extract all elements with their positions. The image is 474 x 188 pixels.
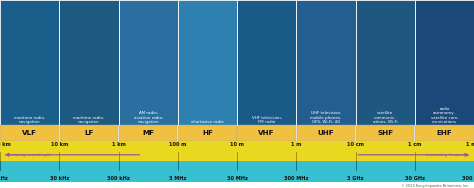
Text: HF: HF: [202, 130, 213, 136]
Bar: [415, 0, 474, 125]
Text: increasing wavelength: increasing wavelength: [2, 153, 51, 157]
Text: 30 kHz: 30 kHz: [50, 176, 69, 181]
Bar: [237, 0, 296, 125]
Bar: [296, 0, 356, 125]
Bar: [59, 0, 118, 125]
Text: maritime radio,
navigation: maritime radio, navigation: [14, 116, 45, 124]
Text: 10 m: 10 m: [230, 142, 244, 147]
Text: 1 m: 1 m: [291, 142, 301, 147]
Text: radio
astronomy,
satellite com-
munications: radio astronomy, satellite com- municati…: [430, 107, 458, 124]
Bar: [0, 0, 59, 125]
Bar: [356, 0, 415, 125]
Bar: [118, 0, 178, 125]
Bar: [356, 125, 414, 141]
Text: VLF: VLF: [22, 130, 37, 136]
Text: SHF: SHF: [377, 130, 393, 136]
Text: increasing frequency: increasing frequency: [426, 153, 472, 157]
Text: VHF television,
FM radio: VHF television, FM radio: [252, 116, 282, 124]
Text: EHF: EHF: [437, 130, 452, 136]
Text: © 2013 Encyclopaedia Britannica, Inc.: © 2013 Encyclopaedia Britannica, Inc.: [401, 184, 469, 188]
Bar: [178, 0, 237, 125]
Text: 3 MHz: 3 MHz: [169, 176, 186, 181]
Text: 30 GHz: 30 GHz: [405, 176, 425, 181]
Text: 30 MHz: 30 MHz: [227, 176, 247, 181]
Text: AM radio,
aviation radio,
navigation: AM radio, aviation radio, navigation: [134, 111, 163, 124]
Text: MF: MF: [142, 130, 154, 136]
Text: 1 cm: 1 cm: [408, 142, 421, 147]
Text: LF: LF: [84, 130, 93, 136]
Bar: [0, 161, 474, 182]
Text: 300 kHz: 300 kHz: [107, 176, 130, 181]
Text: 300 GHz: 300 GHz: [462, 176, 474, 181]
Bar: [297, 125, 355, 141]
Text: 100 m: 100 m: [169, 142, 186, 147]
Bar: [415, 125, 474, 141]
Text: 300 MHz: 300 MHz: [284, 176, 309, 181]
Text: 3 GHz: 3 GHz: [347, 176, 364, 181]
Bar: [119, 125, 177, 141]
Bar: [178, 125, 237, 141]
Text: UHF: UHF: [318, 130, 334, 136]
Text: maritime radio,
navigation: maritime radio, navigation: [73, 116, 104, 124]
Text: 10 cm: 10 cm: [347, 142, 364, 147]
Bar: [60, 125, 118, 141]
Text: 1 mm: 1 mm: [466, 142, 474, 147]
Text: VHF: VHF: [258, 130, 275, 136]
Text: shortwave radio: shortwave radio: [191, 120, 224, 124]
Bar: [0, 125, 59, 141]
Text: 1 km: 1 km: [111, 142, 126, 147]
Bar: [237, 125, 296, 141]
Text: 3 kHz: 3 kHz: [0, 176, 8, 181]
Text: 100 km: 100 km: [0, 142, 10, 147]
Text: UHF television,
mobile phones,
GPS, Wi-Fi, 4G: UHF television, mobile phones, GPS, Wi-F…: [310, 111, 341, 124]
Text: satellite
communic-
ations, Wi-Fi: satellite communic- ations, Wi-Fi: [373, 111, 397, 124]
Bar: [0, 141, 474, 161]
Text: 10 km: 10 km: [51, 142, 68, 147]
